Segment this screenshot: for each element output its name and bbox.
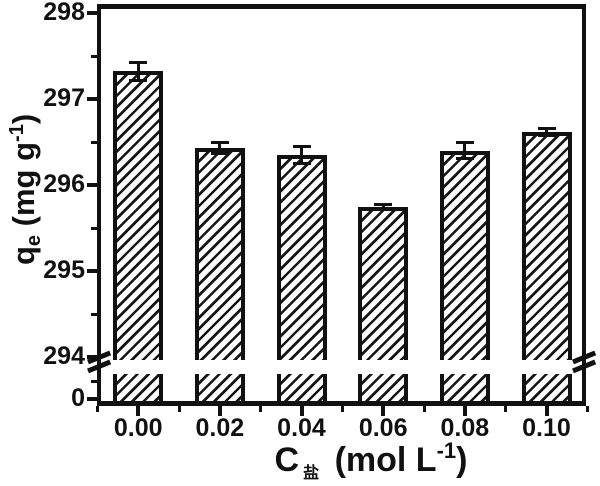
y-axis-minor-tick xyxy=(91,379,97,383)
x-axis-minor-tick xyxy=(504,406,508,412)
error-bar xyxy=(300,146,304,164)
bar-below-break xyxy=(521,374,572,401)
bar xyxy=(113,71,164,360)
x-axis-tick xyxy=(299,406,304,416)
y-axis-minor-tick xyxy=(91,312,97,316)
y-tick-label: 296 xyxy=(43,170,85,198)
x-axis-tick xyxy=(544,406,549,416)
error-bar-cap xyxy=(455,141,474,145)
error-bar-cap xyxy=(537,133,556,137)
error-bar-cap xyxy=(537,126,556,130)
x-axis-tick xyxy=(217,406,222,416)
x-axis-minor-tick xyxy=(340,406,344,412)
bar xyxy=(194,148,245,360)
error-bar-cap xyxy=(129,78,148,82)
y-axis-minor-tick xyxy=(91,140,97,144)
bar xyxy=(439,150,490,360)
y-tick-label: 297 xyxy=(43,84,85,112)
x-tick-label: 0.02 xyxy=(195,414,245,442)
error-bar-cap xyxy=(455,156,474,160)
y-axis-title-close: ) xyxy=(6,113,41,125)
error-bar-cap xyxy=(210,151,229,155)
error-bar-cap xyxy=(210,141,229,145)
bar-below-break xyxy=(358,374,409,401)
y-tick-label: 295 xyxy=(43,256,85,284)
x-axis-title-superscript: -1 xyxy=(436,438,457,463)
bar-below-break xyxy=(276,374,327,401)
x-tick-label: 0.06 xyxy=(358,414,408,442)
y-tick-label: 0 xyxy=(71,384,85,412)
error-bar xyxy=(463,142,467,159)
error-bar xyxy=(545,128,548,136)
error-bar xyxy=(381,204,385,210)
y-axis-minor-tick xyxy=(91,54,97,58)
y-axis-title-superscript: -1 xyxy=(6,124,28,142)
error-bar xyxy=(136,62,140,81)
y-axis-minor-tick xyxy=(91,226,97,230)
x-tick-label: 0.08 xyxy=(440,414,490,442)
y-axis-tick xyxy=(87,397,97,401)
x-axis-tick xyxy=(462,406,467,416)
bar-below-break xyxy=(113,374,164,401)
x-tick-label: 0.04 xyxy=(277,414,326,442)
bar xyxy=(358,207,409,360)
y-axis-title-subscript: e xyxy=(23,234,45,247)
y-axis-tick xyxy=(87,97,97,101)
x-axis-tick xyxy=(136,406,141,416)
y-tick-label: 294 xyxy=(43,342,85,370)
bar-below-break xyxy=(194,374,245,401)
x-axis-minor-tick xyxy=(259,406,263,412)
error-bar-cap xyxy=(374,203,393,207)
y-tick-label: 298 xyxy=(43,0,85,26)
bar xyxy=(276,154,327,360)
y-axis-tick xyxy=(87,11,97,15)
bar xyxy=(521,131,572,360)
error-bar-cap xyxy=(292,144,311,148)
x-axis-title-subscript: 盐 xyxy=(303,465,320,482)
error-bar xyxy=(218,142,222,154)
bar-below-break xyxy=(439,374,490,401)
x-tick-label: 0.10 xyxy=(522,414,571,442)
error-bar-cap xyxy=(292,162,311,165)
x-axis-minor-tick xyxy=(585,406,589,412)
x-axis-tick xyxy=(381,406,386,416)
y-axis-tick xyxy=(87,355,97,359)
y-axis-tick xyxy=(87,269,97,273)
x-axis-title-unit: (mol L xyxy=(325,441,437,479)
error-bar-cap xyxy=(129,61,148,65)
plot-area xyxy=(97,4,586,406)
error-bar-cap xyxy=(374,208,393,212)
x-axis-title-close: ) xyxy=(456,441,468,479)
x-axis-minor-tick xyxy=(422,406,426,412)
x-axis-minor-tick xyxy=(95,406,99,412)
x-tick-label: 0.00 xyxy=(113,414,163,442)
x-axis-minor-tick xyxy=(177,406,181,412)
y-axis-tick xyxy=(87,183,97,187)
x-axis-title-base: C xyxy=(274,441,300,479)
